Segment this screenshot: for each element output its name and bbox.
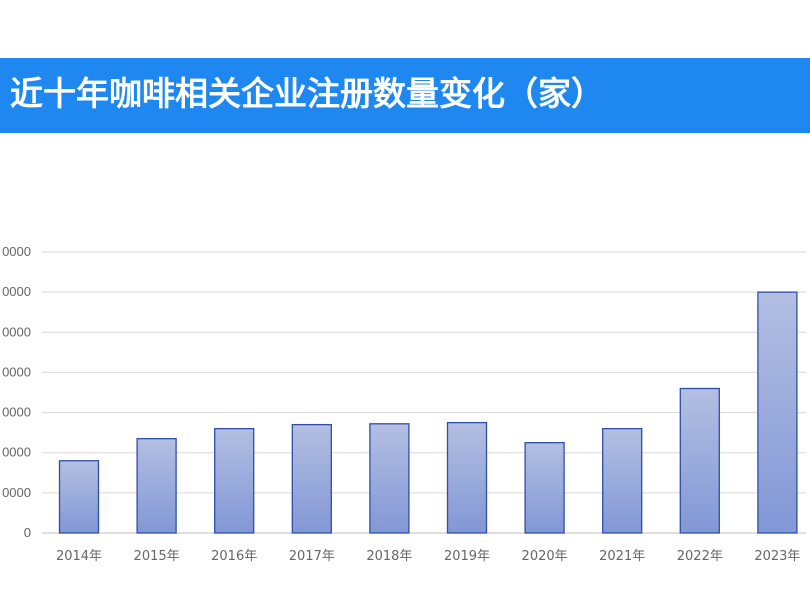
bar-2018年 [369, 423, 410, 534]
x-tick-label: 2019年 [444, 549, 490, 564]
x-tick-label: 2020年 [522, 549, 568, 564]
x-tick-label: 2021年 [599, 549, 645, 564]
bar-2015年 [136, 438, 177, 534]
y-tick-label: 0000 [2, 324, 31, 339]
x-tick-label: 2023年 [754, 549, 800, 564]
x-tick-label: 2015年 [134, 549, 180, 564]
y-tick-label: 0000 [2, 445, 31, 460]
x-tick-label: 2014年 [56, 549, 102, 564]
bar-2014年 [58, 460, 100, 534]
bar-2022年 [679, 387, 720, 534]
y-tick-label: 0000 [2, 364, 31, 379]
bar-2020年 [524, 442, 565, 534]
y-tick-label: 0000 [2, 284, 31, 299]
bar-2021年 [602, 427, 643, 534]
y-tick-label: 0 [24, 525, 31, 540]
title-banner: 近十年咖啡相关企业注册数量变化（家） [0, 58, 810, 133]
x-tick-label: 2016年 [211, 549, 257, 564]
x-tick-label: 2022年 [677, 549, 723, 564]
y-tick-label: 0000 [2, 405, 31, 420]
x-tick-label: 2018年 [366, 549, 412, 564]
bar-2016年 [214, 427, 255, 534]
chart-title: 近十年咖啡相关企业注册数量变化（家） [10, 74, 604, 113]
bar-2023年 [757, 291, 798, 534]
x-tick-label: 2017年 [289, 549, 335, 564]
y-tick-label: 0000 [2, 244, 31, 259]
bar-2019年 [446, 421, 488, 534]
bar-2017年 [291, 423, 332, 534]
y-tick-label: 0000 [2, 485, 31, 500]
